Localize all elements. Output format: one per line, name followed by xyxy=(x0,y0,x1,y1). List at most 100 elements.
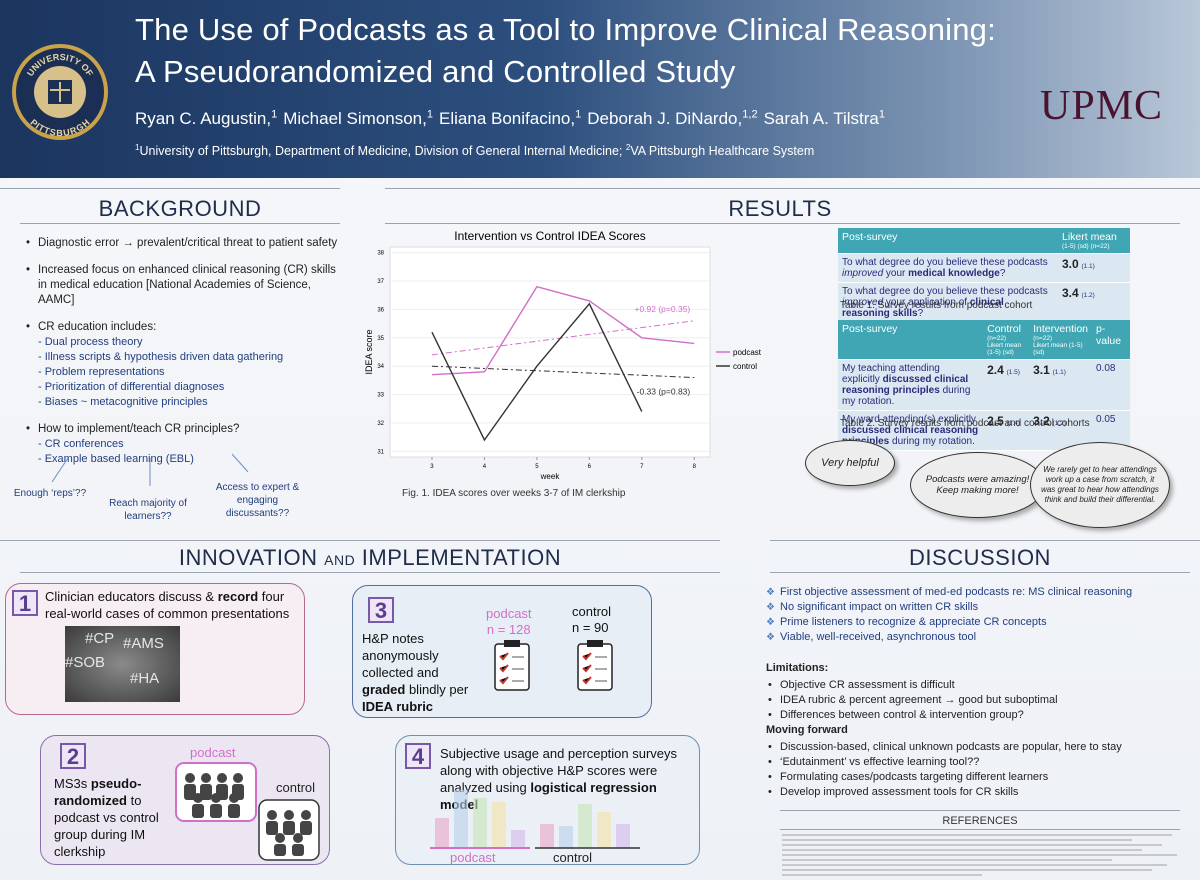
sub-list: - CR conferences - Example based learning… xyxy=(38,437,344,467)
td: 2.4 (1.5) xyxy=(983,359,1030,411)
g xyxy=(512,656,607,682)
caption: Table 1. Survey results from podcast coh… xyxy=(840,300,1033,311)
sd: (1.2) xyxy=(1081,292,1095,299)
control-sd: (1.5) xyxy=(1006,369,1020,376)
rect xyxy=(210,804,222,818)
text-run: INNOVATION xyxy=(178,545,325,570)
header-n: (n=22) xyxy=(987,335,1007,342)
legend-label: podcast xyxy=(733,348,762,357)
y-tick-label: 33 xyxy=(377,393,384,399)
tr: To what degree do you believe these podc… xyxy=(838,253,1130,283)
text-run: blindly per xyxy=(405,682,469,697)
questions: Access to expert & engaging discussants?… xyxy=(215,482,300,519)
title-line: A Pseudorandomized and Controlled Study xyxy=(135,54,736,89)
sub-item: - CR conferences xyxy=(38,438,124,450)
circle xyxy=(301,810,311,820)
text-run: improved xyxy=(842,268,884,279)
divider xyxy=(20,223,340,224)
rect xyxy=(492,802,506,848)
text-run: pseudo-randomized xyxy=(54,776,142,808)
text: H&P notes anonymously collected and grad… xyxy=(362,630,482,715)
text-run: graded xyxy=(362,682,406,697)
g xyxy=(504,640,603,647)
g xyxy=(499,652,592,685)
rect xyxy=(616,824,630,848)
line xyxy=(231,453,249,473)
divider xyxy=(0,188,340,189)
aff: 1 xyxy=(878,108,886,120)
list-item: IDEA rubric & percent agreement → good b… xyxy=(766,693,1186,708)
question: My teaching attending explicitly discuss… xyxy=(838,359,984,411)
rect xyxy=(504,640,520,647)
table1: Post-survey Likert mean (1-5) (sd) (n=22) … xyxy=(838,228,1130,323)
divider xyxy=(385,188,1200,189)
question-links xyxy=(51,453,249,486)
y-tick-label: 31 xyxy=(377,449,384,455)
control: control xyxy=(276,780,316,795)
text-run: your xyxy=(883,268,909,279)
rect xyxy=(559,826,573,848)
control: 2.5 xyxy=(987,414,1004,428)
aff: 1 xyxy=(575,108,582,120)
series-line xyxy=(431,302,643,442)
header-note: (1-5) (sd) (n=22) xyxy=(1062,243,1110,250)
list-item: Viable, well-received, asynchronous tool xyxy=(766,630,1186,645)
podcast: podcast xyxy=(450,850,496,865)
circle xyxy=(229,793,239,803)
circle xyxy=(233,773,243,783)
rect xyxy=(266,821,278,835)
tags: #SOB xyxy=(65,654,106,671)
list-item: No significant impact on written CR skil… xyxy=(766,600,1186,615)
sd: (1.1) xyxy=(1081,263,1095,270)
legend-label: control xyxy=(733,362,757,371)
num: 3 xyxy=(368,597,394,623)
text-run: during my rotation. xyxy=(889,436,975,447)
forward-title: Moving forward xyxy=(766,724,848,736)
y-tick-label: 34 xyxy=(377,364,384,370)
control: 2.4 xyxy=(987,363,1004,377)
control: control xyxy=(553,850,593,865)
text-run: discussed clinical reasoning principles xyxy=(842,374,969,396)
text-run: improved xyxy=(842,297,884,308)
reference-lines xyxy=(782,834,1177,876)
span: Ryan C. Augustin,1 xyxy=(135,108,278,128)
podcast-n: n = 128 xyxy=(486,622,531,637)
g xyxy=(266,810,312,856)
trend-line xyxy=(431,365,695,379)
x-axis-label: week xyxy=(540,472,561,481)
list-item: First objective assessment of med-ed pod… xyxy=(766,585,1186,600)
divider xyxy=(20,572,720,573)
aff: 1 xyxy=(271,108,278,120)
question: To what degree do you believe these podc… xyxy=(838,253,1058,283)
tbody: Post-survey Likert mean (1-5) (sd) (n=22) … xyxy=(838,228,1130,323)
tags: #AMS xyxy=(123,635,164,652)
divider xyxy=(0,540,720,541)
ul: Diagnostic error → prevalent/critical th… xyxy=(24,236,344,479)
td: Intervention (n=22) Likert mean (1-5) (sd) xyxy=(1029,320,1092,360)
headers: Intervention xyxy=(1033,323,1088,335)
quotes: Podcasts were amazing! Keep making more! xyxy=(910,452,1045,518)
sub-item: - Illness scripts & hypothesis driven da… xyxy=(38,351,284,363)
y-tick-label: 35 xyxy=(377,336,384,342)
text-run: H&P notes anonymously collected and xyxy=(362,631,439,680)
list-item: Prime listeners to recognize & appreciat… xyxy=(766,615,1186,630)
circle xyxy=(267,810,277,820)
circle xyxy=(217,773,227,783)
caption: Fig. 1. IDEA scores over weeks 3-7 of IM… xyxy=(402,488,626,499)
tags: #HA xyxy=(130,670,160,687)
title: DISCUSSION xyxy=(909,545,1051,570)
text-run: AND xyxy=(324,552,356,568)
td: 3.1 (1.1) xyxy=(1029,359,1092,411)
tags: #CP xyxy=(85,630,115,647)
span: Eliana Bonifacino,1 xyxy=(439,108,582,128)
text-run: your application of xyxy=(883,297,970,308)
list-item: CR education includes: - Dual process the… xyxy=(24,320,344,410)
g xyxy=(435,790,630,848)
text-run: MS3s xyxy=(54,776,91,791)
list-item: Develop improved assessment tools for CR… xyxy=(766,785,1186,800)
divider xyxy=(385,223,1180,224)
headers: Likert mean xyxy=(1062,231,1117,243)
x-tick-label: 3 xyxy=(430,464,434,470)
